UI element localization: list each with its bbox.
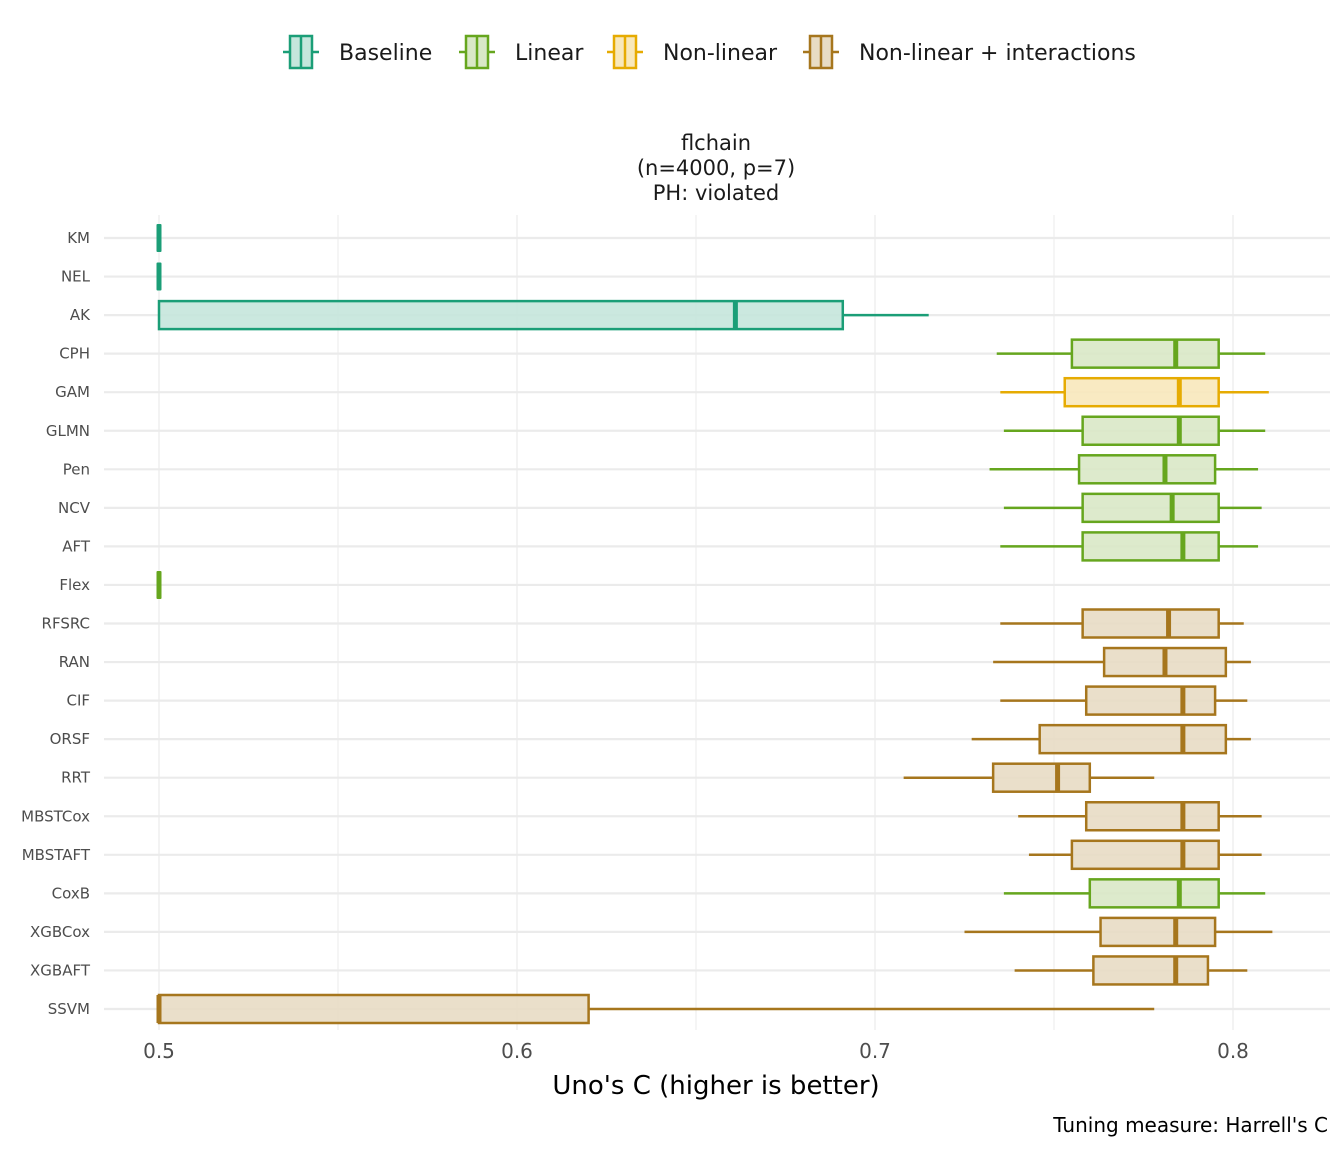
y-tick-label: GAM	[55, 383, 90, 401]
iqr-box	[1092, 955, 1210, 986]
boxes	[156, 224, 1273, 1025]
iqr-box	[1084, 685, 1217, 716]
facet-title: flchain (n=4000, p=7) PH: violated	[637, 131, 795, 205]
box-ak	[157, 299, 929, 331]
box-ncv	[1003, 492, 1262, 524]
x-axis-labels: 0.5 0.6 0.7 0.8	[143, 1039, 1249, 1063]
y-tick-label: Flex	[59, 576, 90, 594]
legend-item-non-linear: Non-linear	[607, 34, 778, 70]
legend: Baseline Linear Non-linear Non-linear + int…	[283, 34, 1136, 70]
y-tick-label: NEL	[61, 268, 91, 286]
box-xgbcox	[964, 916, 1273, 948]
legend-label: Baseline	[339, 41, 432, 66]
box-rrt	[903, 762, 1155, 793]
legend-item-baseline: Baseline	[283, 34, 432, 70]
caption: Tuning measure: Harrell's C	[1052, 1113, 1328, 1137]
legend-label: Non-linear	[663, 41, 778, 66]
facet-title-line-3: PH: violated	[653, 181, 780, 205]
iqr-box	[1070, 338, 1220, 369]
box-aft	[1000, 531, 1259, 562]
iqr-box	[1081, 492, 1220, 524]
y-tick-label: RRT	[61, 769, 91, 787]
iqr-box	[1070, 839, 1220, 871]
y-tick-label: AK	[70, 306, 91, 324]
box-flex	[156, 570, 162, 599]
y-tick-label: SSVM	[48, 1000, 90, 1018]
box-nel	[156, 262, 162, 291]
box-km	[156, 224, 162, 252]
legend-item-non-linear-interactions: Non-linear + interactions	[803, 34, 1136, 70]
y-tick-label: KM	[67, 229, 90, 247]
facet-title-line-1: flchain	[681, 131, 751, 155]
iqr-box	[1099, 916, 1217, 948]
box-ssvm	[156, 993, 1155, 1025]
x-tick-label: 0.6	[501, 1039, 533, 1063]
y-tick-label: RFSRC	[42, 615, 90, 633]
box-ran	[993, 646, 1251, 678]
box-mbstaft	[1028, 839, 1262, 871]
y-tick-label: MBSTCox	[21, 807, 90, 825]
legend-label: Linear	[515, 41, 584, 66]
box-gam	[1000, 376, 1269, 408]
y-tick-label: Pen	[63, 460, 90, 478]
iqr-box	[1077, 454, 1217, 485]
median-line	[156, 570, 162, 599]
box-pen	[989, 454, 1259, 485]
y-tick-label: AFT	[62, 537, 91, 555]
iqr-box	[1081, 415, 1220, 446]
iqr-box	[1088, 878, 1220, 909]
facet-title-line-2: (n=4000, p=7)	[637, 156, 795, 180]
legend-item-linear: Linear	[459, 34, 584, 70]
box-cif	[1000, 685, 1248, 716]
y-tick-label: CIF	[66, 692, 90, 710]
median-line	[156, 224, 162, 252]
box-cph	[996, 338, 1266, 369]
x-tick-label: 0.8	[1217, 1039, 1249, 1063]
iqr-box	[1084, 801, 1220, 832]
iqr-box	[157, 993, 590, 1025]
median-line	[156, 262, 162, 291]
box-orsf	[971, 723, 1251, 755]
y-tick-label: XGBCox	[30, 923, 90, 941]
iqr-box	[1063, 376, 1220, 408]
y-axis-labels: KM NEL AK CPH GAM GLMN Pen NCV AFT Flex RFSRC RAN CI…	[21, 229, 91, 1018]
iqr-box	[157, 299, 845, 331]
y-tick-label: RAN	[59, 653, 90, 671]
iqr-box	[1081, 608, 1220, 639]
x-tick-label: 0.7	[859, 1039, 891, 1063]
legend-label: Non-linear + interactions	[859, 41, 1136, 66]
box-coxb	[1003, 878, 1266, 909]
x-tick-label: 0.5	[143, 1039, 175, 1063]
y-tick-label: CPH	[59, 345, 90, 363]
iqr-box	[1081, 531, 1220, 562]
y-tick-label: ORSF	[50, 730, 90, 748]
box-xgbaft	[1014, 955, 1248, 986]
y-tick-label: NCV	[58, 499, 91, 517]
y-tick-label: XGBAFT	[30, 961, 91, 979]
y-tick-label: MBSTAFT	[22, 846, 91, 864]
box-rfsrc	[1000, 608, 1244, 639]
box-glmn	[1003, 415, 1266, 446]
box-mbstcox	[1018, 801, 1262, 832]
y-tick-label: GLMN	[46, 422, 90, 440]
iqr-box	[991, 762, 1092, 793]
x-axis-title: Uno's C (higher is better)	[552, 1071, 879, 1101]
y-tick-label: CoxB	[52, 884, 90, 902]
iqr-box	[1038, 723, 1228, 755]
